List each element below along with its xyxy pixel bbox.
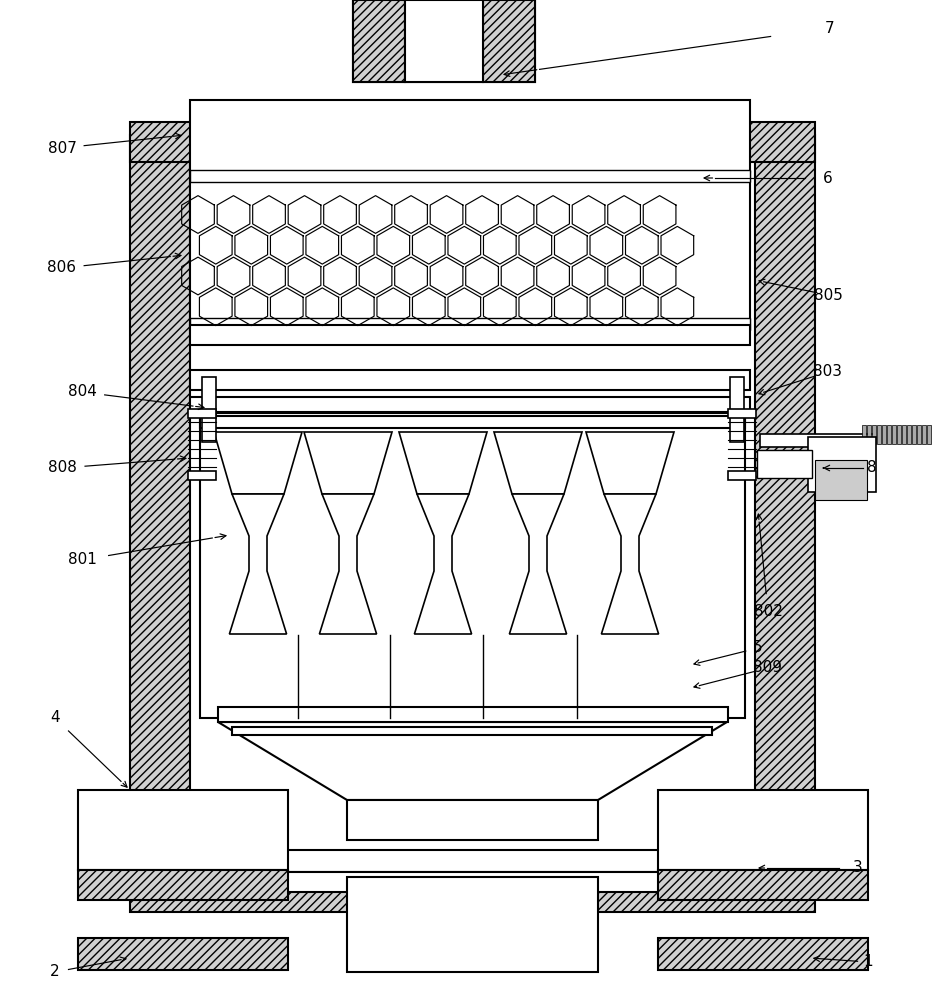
- Bar: [346, 877, 598, 972]
- Bar: [188, 471, 216, 480]
- Bar: [130, 135, 190, 895]
- Bar: [78, 790, 288, 870]
- Text: 808: 808: [47, 460, 76, 476]
- Text: 809: 809: [752, 660, 782, 676]
- Text: 7: 7: [824, 21, 834, 36]
- Bar: [130, 122, 814, 162]
- Bar: [657, 938, 868, 970]
- Text: 4: 4: [50, 710, 59, 725]
- Polygon shape: [213, 432, 302, 494]
- Polygon shape: [398, 432, 486, 494]
- Bar: [78, 870, 288, 900]
- Polygon shape: [494, 432, 582, 494]
- Bar: [218, 707, 727, 722]
- Bar: [78, 938, 288, 970]
- Bar: [727, 471, 755, 480]
- Bar: [727, 409, 755, 418]
- Bar: [807, 437, 875, 492]
- Bar: [901, 425, 905, 444]
- Bar: [861, 425, 865, 444]
- Bar: [482, 0, 534, 82]
- Bar: [754, 135, 814, 895]
- Text: 1: 1: [862, 954, 872, 969]
- Bar: [190, 397, 750, 412]
- Bar: [353, 0, 405, 82]
- Bar: [130, 872, 814, 892]
- Text: 6: 6: [822, 171, 832, 186]
- Polygon shape: [319, 494, 377, 634]
- Bar: [405, 0, 482, 82]
- Bar: [881, 425, 885, 444]
- Bar: [756, 450, 811, 478]
- Polygon shape: [509, 494, 566, 634]
- Bar: [871, 425, 875, 444]
- Bar: [190, 170, 750, 182]
- Text: 3: 3: [852, 860, 862, 876]
- Text: 803: 803: [813, 364, 842, 379]
- Bar: [130, 872, 814, 912]
- Polygon shape: [600, 494, 658, 634]
- Bar: [200, 413, 744, 718]
- Bar: [190, 100, 750, 172]
- Bar: [759, 434, 874, 447]
- Polygon shape: [585, 432, 673, 494]
- Bar: [190, 172, 750, 330]
- Bar: [916, 425, 920, 444]
- Bar: [866, 425, 870, 444]
- Bar: [657, 790, 868, 870]
- Polygon shape: [414, 494, 471, 634]
- Polygon shape: [304, 432, 392, 494]
- Bar: [188, 409, 216, 418]
- Bar: [911, 425, 915, 444]
- Bar: [200, 416, 744, 428]
- Bar: [190, 318, 750, 330]
- Text: 807: 807: [47, 141, 76, 156]
- Bar: [906, 425, 910, 444]
- Bar: [886, 425, 890, 444]
- Bar: [891, 425, 895, 444]
- Bar: [130, 850, 814, 872]
- Bar: [232, 727, 711, 735]
- Bar: [202, 377, 216, 442]
- Text: 8: 8: [867, 460, 876, 476]
- Polygon shape: [229, 494, 286, 634]
- Text: 2: 2: [50, 964, 59, 979]
- Bar: [353, 0, 534, 82]
- Bar: [814, 460, 866, 500]
- Text: 804: 804: [67, 384, 96, 399]
- Bar: [926, 425, 930, 444]
- Polygon shape: [218, 722, 726, 800]
- Bar: [657, 870, 868, 900]
- Text: 801: 801: [67, 552, 96, 568]
- Bar: [876, 425, 880, 444]
- Bar: [190, 370, 750, 390]
- Text: 805: 805: [813, 288, 841, 302]
- Bar: [346, 800, 598, 840]
- Text: 806: 806: [47, 260, 76, 275]
- Text: 802: 802: [752, 604, 782, 619]
- Bar: [190, 325, 750, 345]
- Bar: [896, 425, 900, 444]
- Text: 5: 5: [752, 640, 762, 656]
- Bar: [921, 425, 925, 444]
- Bar: [729, 377, 743, 442]
